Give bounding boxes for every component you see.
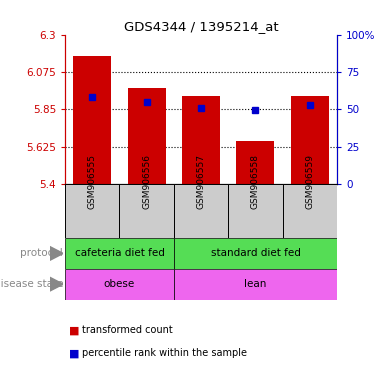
Text: transformed count: transformed count: [82, 325, 173, 335]
Bar: [174, 269, 337, 300]
Text: GSM906555: GSM906555: [88, 154, 97, 209]
Bar: [73, 56, 111, 184]
Text: ■: ■: [69, 325, 79, 335]
Text: standard diet fed: standard diet fed: [211, 248, 300, 258]
Bar: [228, 184, 283, 238]
Bar: [182, 96, 220, 184]
Text: disease state: disease state: [0, 279, 63, 289]
Bar: [65, 184, 119, 238]
Bar: [291, 96, 329, 184]
Text: GSM906557: GSM906557: [196, 154, 206, 209]
Bar: [283, 184, 337, 238]
Text: ■: ■: [69, 348, 79, 358]
Text: GSM906558: GSM906558: [251, 154, 260, 209]
Text: cafeteria diet fed: cafeteria diet fed: [75, 248, 164, 258]
Text: GSM906559: GSM906559: [305, 154, 314, 209]
Bar: [65, 269, 174, 300]
Bar: [119, 184, 174, 238]
Polygon shape: [50, 247, 63, 260]
Title: GDS4344 / 1395214_at: GDS4344 / 1395214_at: [124, 20, 278, 33]
Text: obese: obese: [104, 279, 135, 289]
Bar: [174, 238, 337, 269]
Bar: [65, 238, 174, 269]
Text: GSM906556: GSM906556: [142, 154, 151, 209]
Text: percentile rank within the sample: percentile rank within the sample: [82, 348, 247, 358]
Text: lean: lean: [244, 279, 267, 289]
Bar: [236, 141, 275, 184]
Text: protocol: protocol: [20, 248, 63, 258]
Polygon shape: [50, 277, 63, 291]
Bar: [174, 184, 228, 238]
Bar: [128, 88, 166, 184]
